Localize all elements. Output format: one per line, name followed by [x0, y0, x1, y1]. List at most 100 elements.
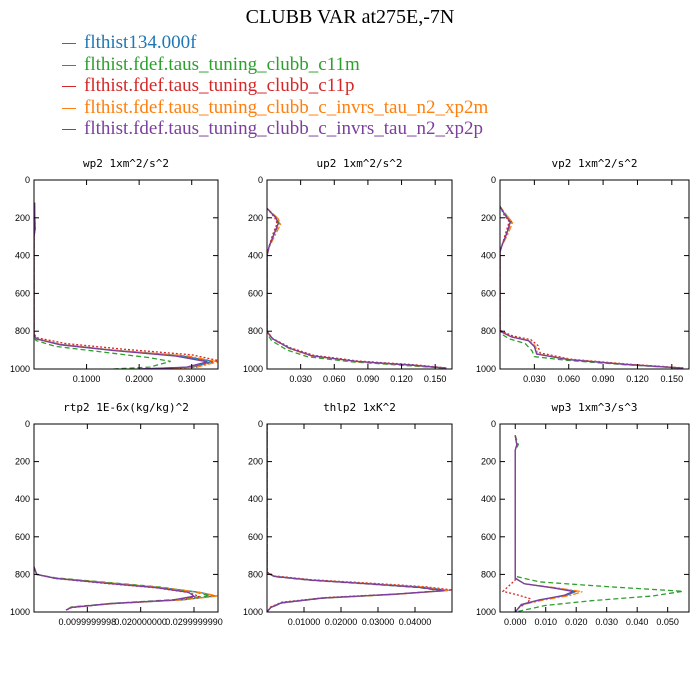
legend-swatch: [62, 86, 76, 88]
x-tick-label: 0.02000: [325, 617, 358, 627]
y-tick-label: 0: [25, 419, 30, 429]
series-line: [500, 206, 684, 369]
chart-title: up2 1xm^2/s^2: [316, 157, 402, 170]
plot-frame: [499, 179, 690, 370]
plot-frame: [33, 423, 219, 613]
series-line: [514, 435, 576, 612]
series-line: [34, 202, 171, 369]
legend-label: flthist134.000f: [84, 32, 197, 53]
y-tick-label: 600: [481, 532, 496, 542]
series-line: [500, 206, 684, 369]
series-line: [267, 424, 441, 612]
y-tick-label: 800: [248, 569, 263, 579]
series-line: [514, 435, 683, 612]
y-tick-label: 400: [248, 494, 263, 504]
x-tick-label: 0.090: [357, 374, 380, 384]
series-line: [267, 424, 452, 612]
legend-label: flthist.fdef.taus_tuning_clubb_c_invrs_t…: [84, 96, 489, 118]
y-tick-label: 800: [15, 326, 30, 336]
y-tick-label: 600: [481, 288, 496, 298]
series-line: [501, 435, 532, 612]
chart-title: thlp2 1xK^2: [323, 401, 396, 414]
x-tick-label: 0.020: [565, 617, 588, 627]
y-tick-label: 400: [481, 494, 496, 504]
legend-swatch: [62, 64, 76, 66]
series-line: [267, 207, 447, 369]
y-tick-label: 1000: [243, 364, 263, 374]
series-line: [267, 207, 447, 369]
plot-frame: [266, 423, 453, 613]
y-tick-label: 600: [15, 288, 30, 298]
chart-panel: up2 1xm^2/s^2 0 200 400 600 800 1000 0.030 0.060…: [243, 157, 453, 384]
x-tick-label: 0.000: [504, 617, 527, 627]
y-tick-label: 600: [248, 288, 263, 298]
x-tick-label: 0.0099999998: [59, 617, 117, 627]
chart-title: vp2 1xm^2/s^2: [551, 157, 637, 170]
legend-entry: flthist.fdef.taus_tuning_clubb_c_invrs_t…: [62, 118, 488, 140]
series-line: [267, 207, 447, 369]
x-tick-label: 0.040: [626, 617, 649, 627]
y-tick-label: 800: [481, 326, 496, 336]
chart-title: wp2 1xm^2/s^2: [83, 157, 169, 170]
x-tick-label: 0.030: [523, 374, 546, 384]
series-line: [500, 206, 684, 369]
series-line: [267, 207, 447, 369]
x-tick-label: 0.04000: [399, 617, 432, 627]
y-tick-label: 400: [481, 251, 496, 261]
y-tick-label: 200: [248, 213, 263, 223]
x-tick-label: 0.120: [626, 374, 649, 384]
legend: flthist134.000f flthist.fdef.taus_tuning_…: [62, 32, 488, 140]
y-tick-label: 800: [248, 326, 263, 336]
chart-panel: rtp2 1E-6x(kg/kg)^2 0 200 400 600 800 1000 0.00…: [10, 401, 223, 627]
y-tick-label: 1000: [10, 364, 30, 374]
x-tick-label: 0.050: [656, 617, 679, 627]
y-tick-label: 400: [15, 251, 30, 261]
chart-panel: vp2 1xm^2/s^2 0 200 400 600 800 1000 0.030 0.060…: [476, 157, 690, 384]
x-tick-label: 0.060: [323, 374, 346, 384]
legend-swatch: [62, 43, 76, 45]
legend-label: flthist.fdef.taus_tuning_clubb_c11p: [84, 75, 355, 96]
y-tick-label: 1000: [476, 607, 496, 617]
y-tick-label: 600: [15, 532, 30, 542]
y-tick-label: 200: [15, 213, 30, 223]
plot-frame: [33, 179, 219, 370]
plot-frame: [266, 179, 453, 370]
x-tick-label: 0.030: [595, 617, 618, 627]
series-line: [267, 424, 445, 612]
y-tick-label: 0: [258, 175, 263, 185]
series-line: [34, 566, 216, 611]
legend-entry: flthist.fdef.taus_tuning_clubb_c_invrs_t…: [62, 97, 488, 119]
y-tick-label: 200: [15, 457, 30, 467]
x-tick-label: 0.03000: [362, 617, 395, 627]
legend-entry: flthist.fdef.taus_tuning_clubb_c11p: [62, 75, 488, 97]
legend-entry: flthist.fdef.taus_tuning_clubb_c11m: [62, 54, 488, 76]
y-tick-label: 1000: [243, 607, 263, 617]
y-tick-label: 400: [248, 251, 263, 261]
y-tick-label: 200: [481, 457, 496, 467]
series-line: [34, 202, 218, 369]
y-tick-label: 1000: [476, 364, 496, 374]
plot-frame: [499, 423, 690, 613]
x-tick-label: 0.030: [289, 374, 312, 384]
series-line: [514, 435, 579, 612]
series-line: [267, 207, 447, 369]
series-line: [500, 206, 684, 369]
x-tick-label: 0.150: [424, 374, 447, 384]
x-tick-label: 0.020000000: [114, 617, 167, 627]
x-tick-label: 0.010: [534, 617, 557, 627]
chart-panel: wp3 1xm^3/s^3 0 200 400 600 800 1000 0.000 0.010…: [476, 401, 690, 627]
y-tick-label: 0: [25, 175, 30, 185]
series-line: [514, 435, 583, 612]
x-tick-label: 0.060: [557, 374, 580, 384]
x-tick-label: 0.150: [661, 374, 684, 384]
y-tick-label: 0: [491, 175, 496, 185]
y-tick-label: 200: [248, 457, 263, 467]
y-tick-label: 200: [481, 213, 496, 223]
series-line: [34, 566, 196, 611]
series-line: [500, 206, 684, 369]
chart-title: rtp2 1E-6x(kg/kg)^2: [63, 401, 189, 414]
x-tick-label: 0.120: [390, 374, 413, 384]
x-tick-label: 0.2000: [125, 374, 153, 384]
chart-panel: thlp2 1xK^2 0 200 400 600 800 1000 0.01000 0.020…: [243, 401, 453, 627]
